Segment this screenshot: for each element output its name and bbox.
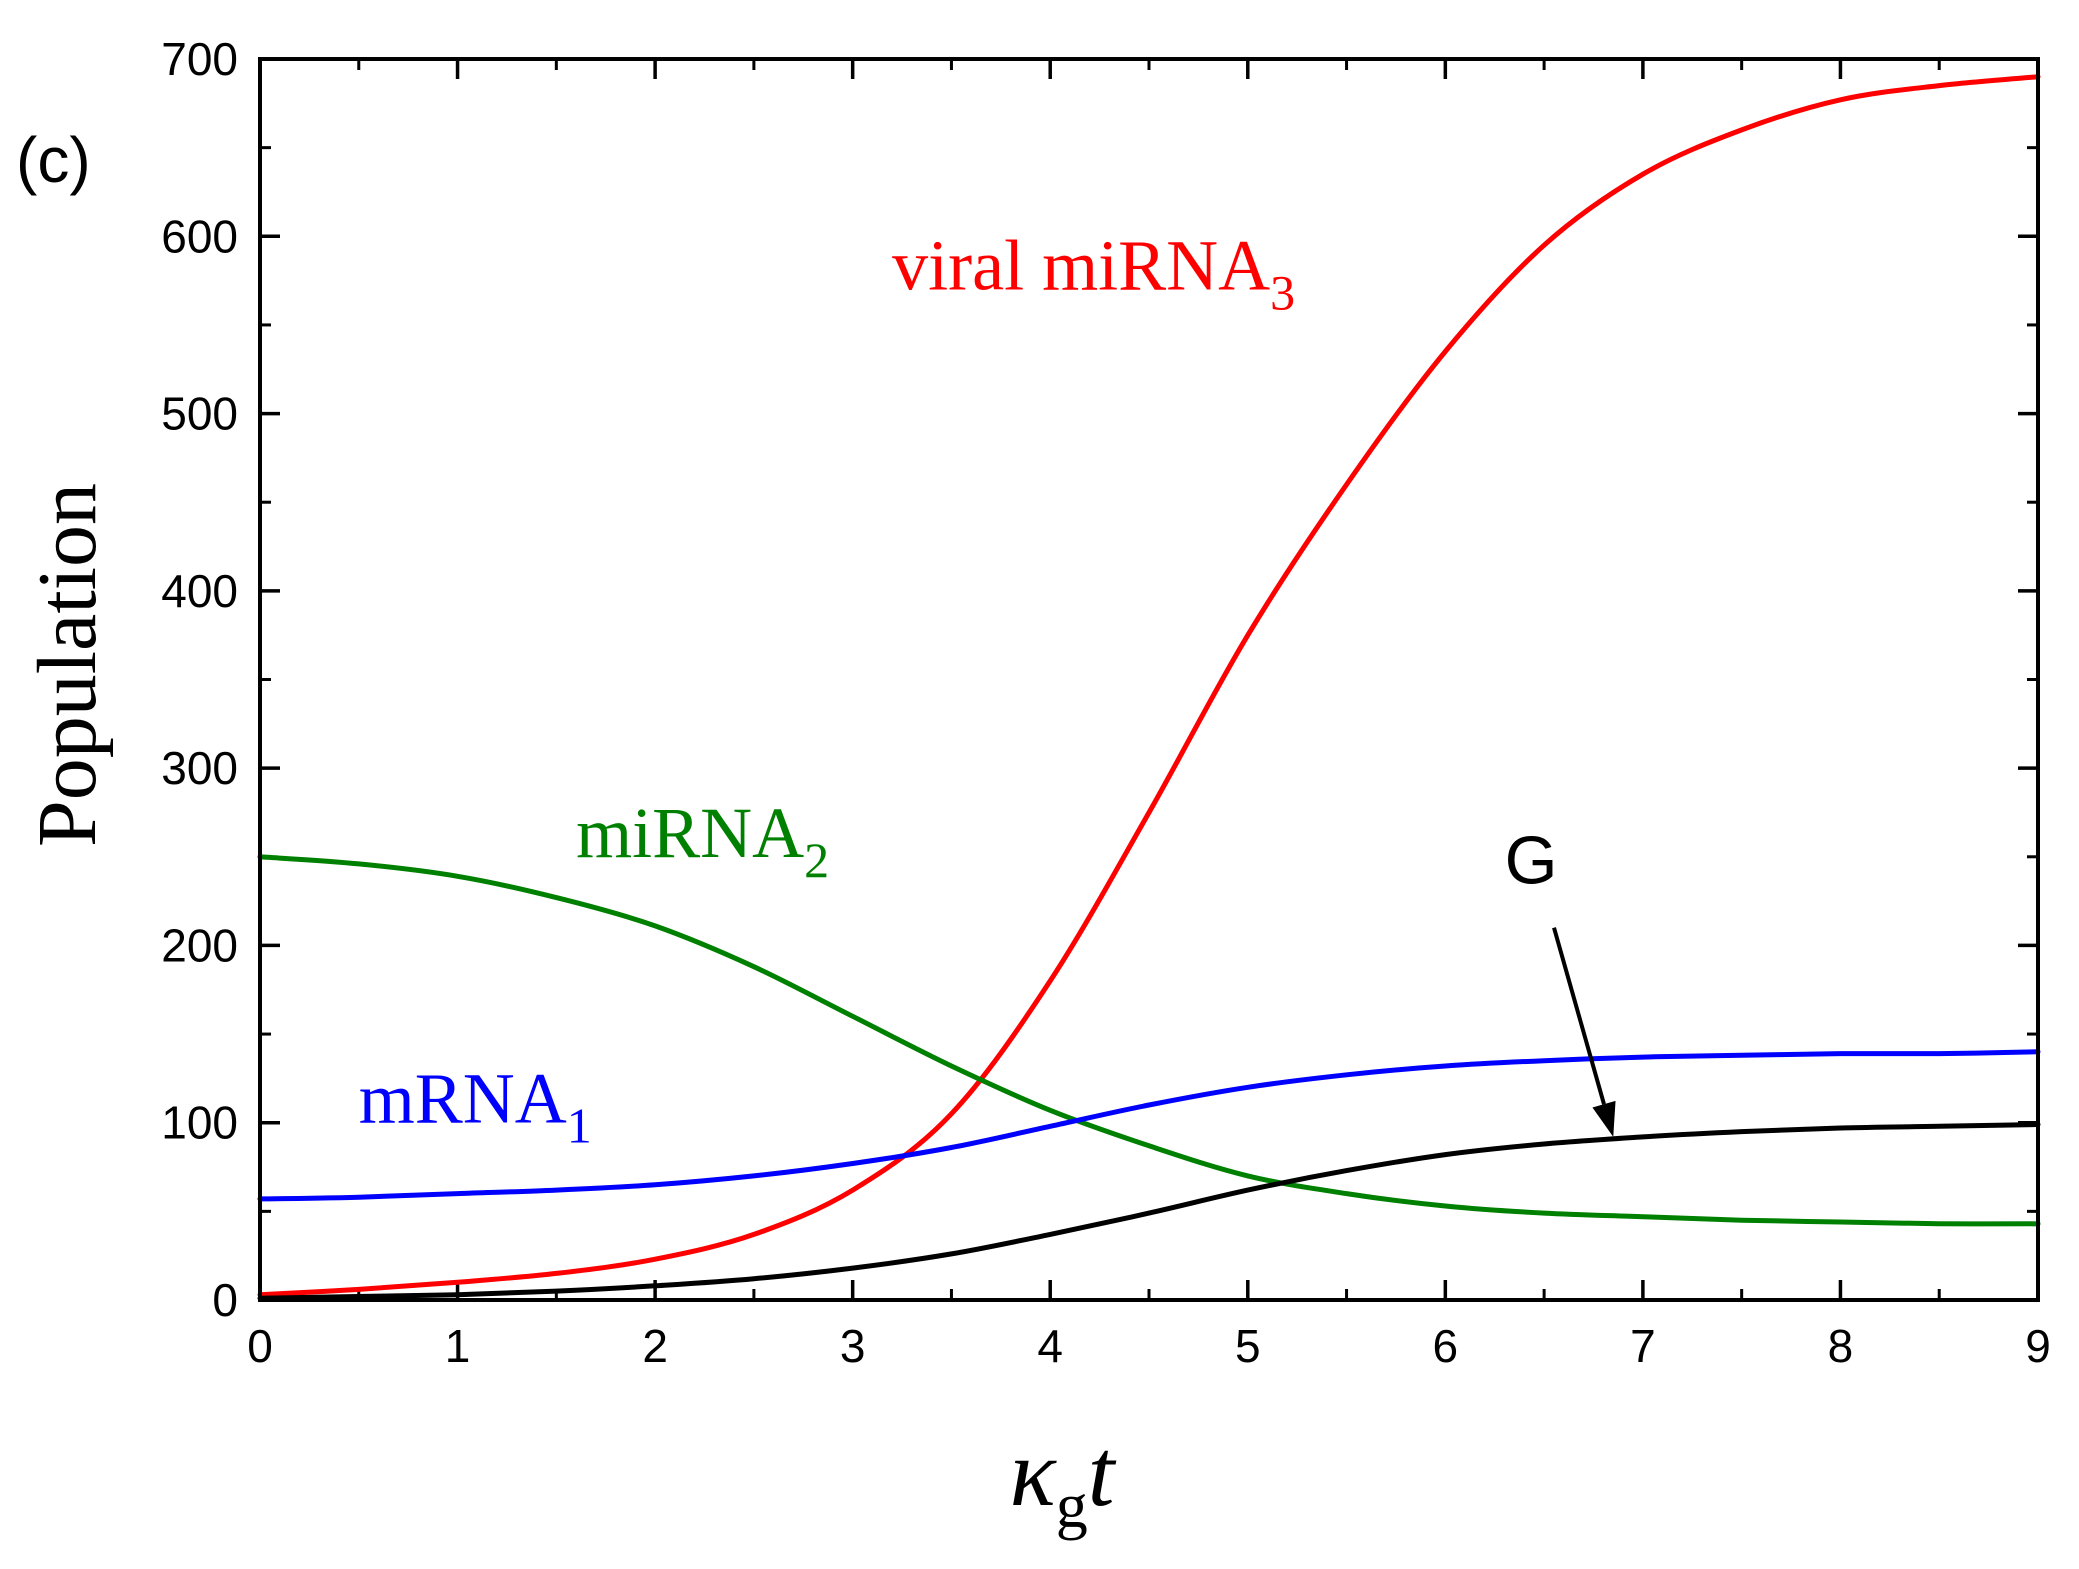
arrow-head <box>1592 1100 1616 1137</box>
x-tick-label: 8 <box>1828 1320 1854 1372</box>
y-tick-label: 500 <box>161 388 238 440</box>
series-label-sub: 1 <box>567 1098 592 1154</box>
series-label-main: viral miRNA <box>892 225 1270 305</box>
x-tick-label: 4 <box>1037 1320 1063 1372</box>
arrow-shaft <box>1552 927 1606 1105</box>
series-line-viral-mirna3 <box>257 74 2041 1298</box>
y-tick-label: 0 <box>212 1274 238 1326</box>
x-tick-label: 0 <box>247 1320 273 1372</box>
y-tick-label: 100 <box>161 1097 238 1149</box>
y-axis-title: Population <box>21 483 114 847</box>
series-label-main: mRNA <box>359 1059 567 1139</box>
series-label-main: G <box>1505 822 1558 898</box>
panel-label: (c) <box>16 124 91 196</box>
x-tick-label: 5 <box>1235 1320 1261 1372</box>
x-tick-label: 6 <box>1433 1320 1459 1372</box>
y-tick-label: 400 <box>161 565 238 617</box>
series-label-g: G <box>1505 822 1558 898</box>
x-axis-title-tail: t <box>1088 1419 1117 1526</box>
tick-labels: 0 1 2 3 4 5 6 7 8 9 0 100 200 300 400 500 600 700 <box>161 33 2051 1372</box>
x-tick-label: 1 <box>445 1320 471 1372</box>
x-axis-title-sub: g <box>1056 1470 1088 1541</box>
x-tick-label: 7 <box>1630 1320 1656 1372</box>
series-line-mrna1 <box>257 1049 2041 1202</box>
x-tick-label: 2 <box>642 1320 668 1372</box>
series-label-viral-mirna3: viral miRNA3 <box>892 225 1295 320</box>
x-axis-title: κgt <box>1010 1419 1117 1541</box>
series-labels: viral miRNA3 miRNA2 mRNA1 G <box>359 225 1558 1153</box>
series-label-sub: 2 <box>804 832 829 888</box>
series-label-mrna1: mRNA1 <box>359 1059 592 1154</box>
y-tick-label: 200 <box>161 919 238 971</box>
y-tick-label: 700 <box>161 33 238 85</box>
y-tick-label: 600 <box>161 210 238 262</box>
x-axis-title-main: κ <box>1010 1419 1058 1526</box>
x-tick-label: 9 <box>2025 1320 2051 1372</box>
plot-frame <box>258 57 2040 1302</box>
annotation-layer <box>1552 927 1616 1137</box>
series-label-main: miRNA <box>576 793 804 873</box>
series-line-mirna2 <box>257 854 2041 1227</box>
series-layer <box>257 74 2041 1301</box>
series-label-sub: 3 <box>1270 264 1295 320</box>
y-tick-label: 300 <box>161 742 238 794</box>
x-tick-label: 3 <box>840 1320 866 1372</box>
series-label-mirna2: miRNA2 <box>576 793 829 888</box>
series-line-g <box>257 1122 2041 1301</box>
